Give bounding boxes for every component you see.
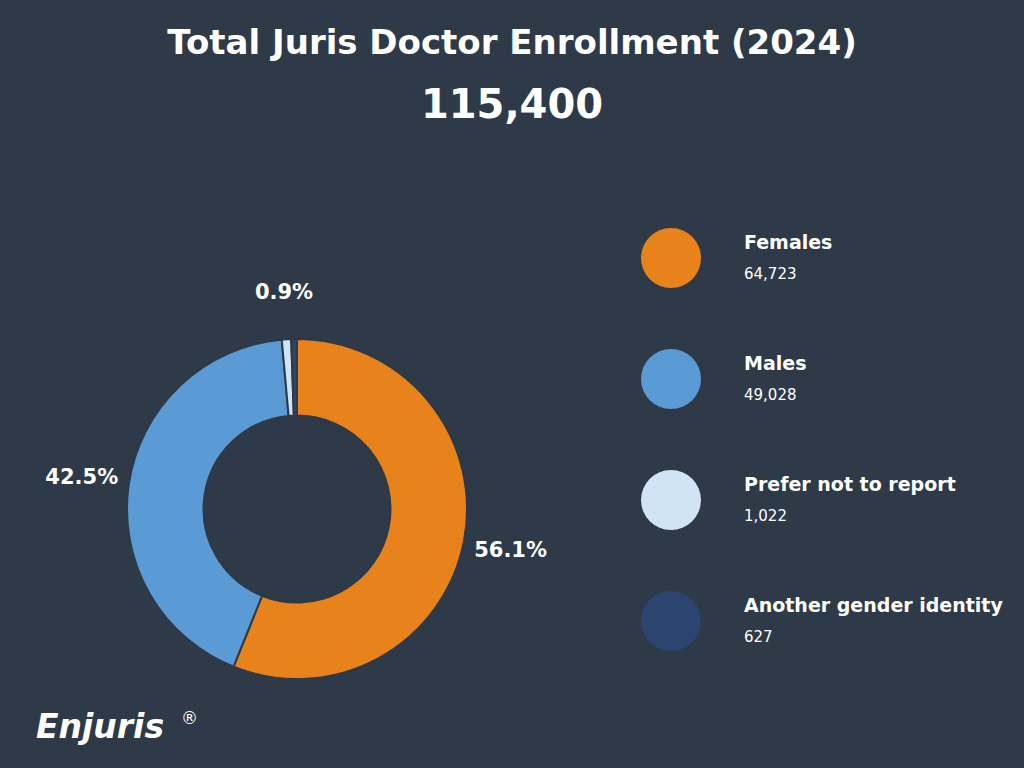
legend-swatch (641, 591, 701, 651)
percentage-label: 56.1% (474, 538, 547, 562)
legend-label: Another gender identity (744, 594, 1003, 616)
legend-label: Prefer not to report (744, 473, 956, 495)
annotation: ® (181, 708, 198, 728)
chart: Total Juris Doctor Enrollment (2024) 115,… (0, 0, 1024, 768)
slice (291, 339, 297, 416)
subtitle: 115,400 (421, 81, 603, 127)
legend-swatch (641, 470, 701, 530)
slice (127, 340, 289, 667)
legend-count: 49,028 (744, 386, 797, 404)
annotation: Enjuris (36, 707, 164, 746)
percentage-label: 42.5% (45, 465, 118, 489)
title: Total Juris Doctor Enrollment (2024) (167, 22, 856, 62)
legend-count: 64,723 (744, 265, 797, 283)
legend-count: 1,022 (744, 507, 787, 525)
legend-count: 627 (744, 628, 773, 646)
legend-label: Males (744, 352, 806, 374)
legend-swatch (641, 228, 701, 288)
legend-label: Females (744, 231, 832, 253)
legend-swatch (641, 349, 701, 409)
background (0, 0, 1024, 768)
donut (127, 339, 467, 679)
percentage-label: 0.9% (255, 280, 313, 304)
legend (641, 228, 701, 651)
